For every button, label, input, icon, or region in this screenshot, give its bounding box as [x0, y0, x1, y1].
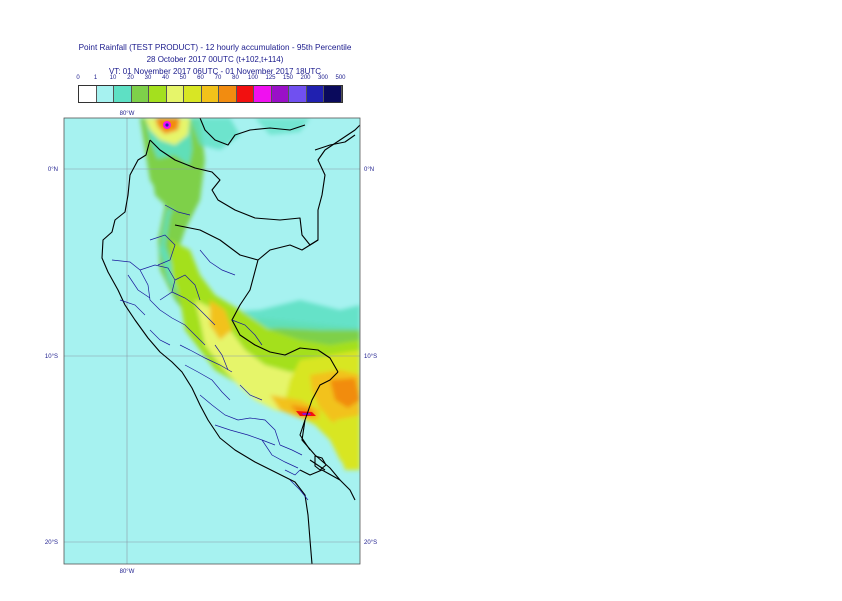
country-borders [101, 118, 360, 564]
legend-tick-label: 10 [109, 75, 117, 81]
lat-label-left-0: 0°N [48, 167, 58, 173]
legend-swatch [324, 86, 342, 102]
legend-swatch [131, 86, 149, 102]
rain-10-20 [140, 118, 360, 360]
legend-swatch [79, 86, 97, 102]
legend-tick-label: 50 [179, 75, 187, 81]
legend-tick-label: 200 [300, 75, 311, 81]
legend-swatch [166, 86, 184, 102]
legend-tick-label: 150 [282, 75, 294, 81]
axis-labels: 0°N 10°S 20°S 0°N 10°S 20°S 80°W 80°W [45, 111, 377, 575]
legend-tick-label: 40 [162, 75, 169, 81]
graticule [64, 118, 360, 564]
lat-label-right-0: 0°N [364, 167, 374, 173]
legend-swatch [306, 86, 324, 102]
lat-label-right-20s: 20°S [364, 540, 377, 546]
legend-swatch [149, 86, 167, 102]
legend-tick-label: 70 [214, 75, 222, 81]
legend-tick-label: 20 [127, 75, 134, 81]
title-line-1: Point Rainfall (TEST PRODUCT) - 12 hourl… [78, 43, 352, 52]
legend-tick-label: 80 [232, 75, 239, 81]
legend-tick-label: 0 [76, 75, 80, 81]
lon-label-top: 80°W [120, 111, 135, 117]
legend-swatch [114, 86, 132, 102]
lat-label-right-10s: 10°S [364, 354, 377, 360]
legend-tick-label: 125 [265, 75, 276, 81]
legend-swatch [96, 86, 114, 102]
map-panel [64, 118, 360, 564]
legend-tick-label: 1 [93, 75, 98, 81]
rain-60-70 [330, 378, 360, 408]
legend-tick-label: 300 [317, 75, 329, 81]
rainfall-fields [140, 118, 360, 470]
lon-label-bottom: 80°W [120, 569, 135, 575]
lat-label-left-10s: 10°S [45, 354, 58, 360]
legend-swatch [184, 86, 202, 102]
legend-tick-label: 60 [197, 75, 204, 81]
regional-borders [111, 204, 309, 501]
title-line-3: VT: 01 November 2017 06UTC - 01 November… [108, 67, 322, 76]
legend-tick-labels: 0 1 10 20 30 40 50 60 70 80 100 125 150 200 300 500 [76, 75, 348, 85]
map-frame [63, 117, 361, 565]
legend-swatch [289, 86, 307, 102]
lat-label-left-20s: 20°S [45, 540, 58, 546]
coastline [101, 139, 313, 564]
legend-color-bar [78, 85, 343, 103]
color-legend: 0 1 10 20 30 40 50 60 70 80 100 125 150 200 300 500 [76, 75, 348, 103]
legend-tick-label: 30 [144, 75, 152, 81]
legend-tick-label: 500 [335, 75, 346, 81]
legend-swatch [254, 86, 272, 102]
legend-swatch [236, 86, 254, 102]
title-block: Point Rainfall (TEST PRODUCT) - 12 hourl… [60, 42, 370, 78]
legend-swatch [271, 86, 289, 102]
legend-swatch [219, 86, 237, 102]
legend-swatch [201, 86, 219, 102]
title-line-2: 28 October 2017 00UTC (t+102,t+114) [146, 55, 284, 64]
legend-tick-label: 100 [247, 75, 259, 81]
